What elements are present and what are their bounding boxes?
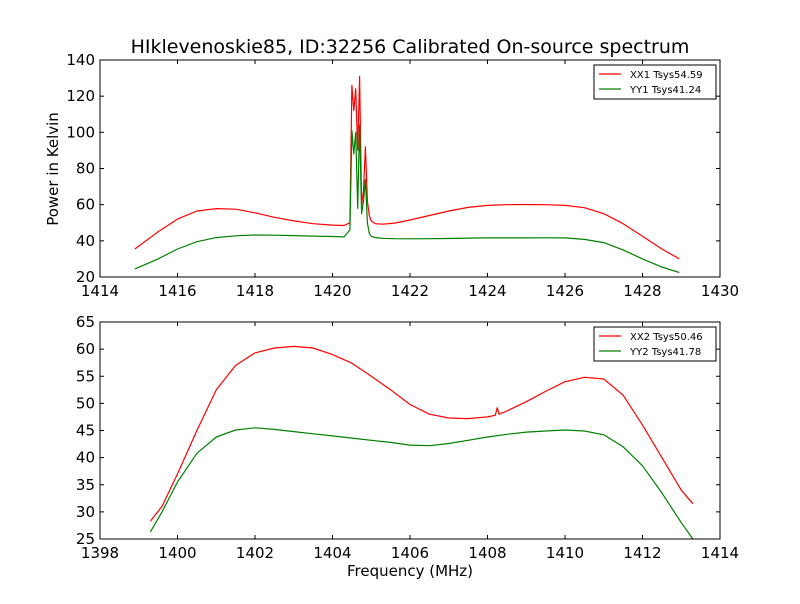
y-tick-label: 35 xyxy=(76,476,95,494)
legend-entry: XX2 Tsys50.46 xyxy=(630,332,703,343)
series-line-1 xyxy=(149,345,694,522)
plot-panel-1: 1414 1416 1418 1420 1422 1424 1426 1428 1430 20 40… xyxy=(66,51,739,300)
y-tick-label: 140 xyxy=(66,51,95,69)
chart-title: HIklevenoskie85, ID:32256 Calibrated On-… xyxy=(131,36,690,58)
y-tick-label: 30 xyxy=(76,503,95,521)
x-tick-label: 1418 xyxy=(236,282,274,300)
legend-box xyxy=(593,326,717,362)
y-tick-label: 80 xyxy=(76,160,95,178)
x-tick-label: 1422 xyxy=(391,282,429,300)
y-tick-label: 40 xyxy=(76,232,95,250)
x-tick-label: 1420 xyxy=(313,282,351,300)
x-tick-label: 1402 xyxy=(236,544,274,562)
y-tick-label: 25 xyxy=(76,530,95,548)
y-tick-label: 60 xyxy=(76,196,95,214)
x-tick-label: 1426 xyxy=(546,282,584,300)
x-tick-label: 1414 xyxy=(701,544,739,562)
x-tick-label: 1428 xyxy=(623,282,661,300)
x-tick-label: 1398 xyxy=(81,544,119,562)
y-tick-label: 100 xyxy=(66,123,95,141)
x-axis-label: Frequency (MHz) xyxy=(347,562,473,580)
legend: XX2 Tsys50.46 YY2 Tsys41.78 xyxy=(593,326,717,362)
x-tick-label: 1424 xyxy=(468,282,506,300)
x-tick-label: 1416 xyxy=(158,282,196,300)
x-tick-label: 1414 xyxy=(81,282,119,300)
y-tick-label: 20 xyxy=(76,268,95,286)
series-line-2 xyxy=(149,427,694,540)
x-tick-label: 1400 xyxy=(158,544,196,562)
x-tick-label: 1404 xyxy=(313,544,351,562)
y-tick-label: 50 xyxy=(76,394,95,412)
x-tick-label: 1412 xyxy=(623,544,661,562)
y-tick-label: 60 xyxy=(76,340,95,358)
x-tick-label: 1410 xyxy=(546,544,584,562)
plot-panel-2: 1398 1400 1402 1404 1406 1408 1410 1412 1414 25 30… xyxy=(76,313,739,562)
y-tick-label: 65 xyxy=(76,313,95,331)
legend-entry: YY2 Tsys41.78 xyxy=(629,347,701,358)
legend-entry: YY1 Tsys41.24 xyxy=(629,85,701,96)
y-tick-label: 40 xyxy=(76,449,95,467)
x-tick-label: 1406 xyxy=(391,544,429,562)
x-tick-label: 1430 xyxy=(701,282,739,300)
series-line-1 xyxy=(134,75,680,260)
series-line-2 xyxy=(134,124,680,274)
legend-box xyxy=(593,64,717,100)
legend: XX1 Tsys54.59 YY1 Tsys41.24 xyxy=(593,64,717,100)
x-tick-label: 1408 xyxy=(468,544,506,562)
y-axis-label: Power in Kelvin xyxy=(44,112,62,226)
legend-entry: XX1 Tsys54.59 xyxy=(630,70,703,81)
y-tick-label: 120 xyxy=(66,87,95,105)
y-tick-label: 45 xyxy=(76,422,95,440)
y-tick-label: 55 xyxy=(76,367,95,385)
